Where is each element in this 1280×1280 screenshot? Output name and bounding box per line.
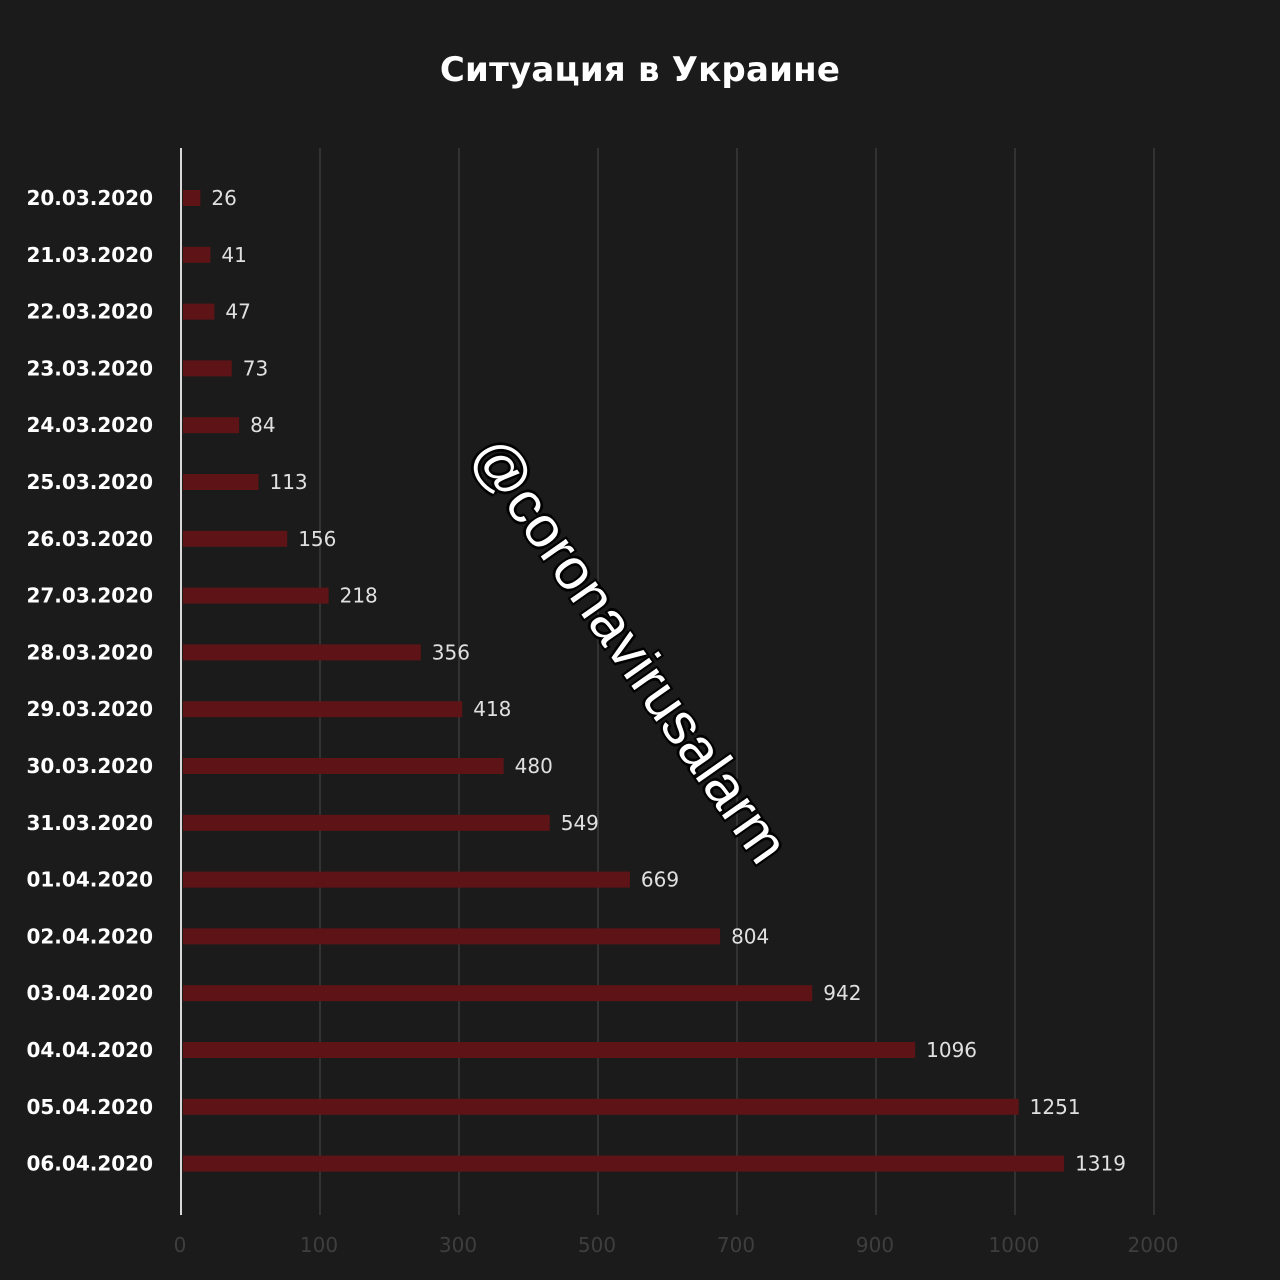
x-tick-label: 2000 xyxy=(1128,1233,1179,1257)
value-label: 73 xyxy=(243,356,268,380)
x-tick-label: 500 xyxy=(578,1233,616,1257)
bar xyxy=(183,587,329,604)
value-label: 26 xyxy=(211,186,236,210)
category-label: 23.03.2020 xyxy=(26,356,153,380)
bar xyxy=(183,928,721,945)
bar xyxy=(183,644,421,661)
value-label: 1319 xyxy=(1075,1152,1126,1176)
category-label: 27.03.2020 xyxy=(26,584,153,608)
bar xyxy=(183,417,240,434)
category-label: 02.04.2020 xyxy=(26,924,153,948)
x-tick-label: 900 xyxy=(856,1233,894,1257)
bar xyxy=(183,530,288,547)
category-label: 28.03.2020 xyxy=(26,640,153,664)
value-label: 418 xyxy=(473,697,511,721)
value-label: 804 xyxy=(731,924,769,948)
bar xyxy=(183,814,550,831)
value-label: 47 xyxy=(225,300,250,324)
value-label: 1096 xyxy=(926,1038,977,1062)
bar xyxy=(183,246,211,263)
x-axis-ticks: 0 100 300 500 700 900 1000 2000 xyxy=(174,1233,1179,1257)
labels: 20.03.2020 26 21.03.2020 41 22.03.2020 47 23.0… xyxy=(26,186,1126,1176)
category-label: 24.03.2020 xyxy=(26,413,153,437)
category-label: 30.03.2020 xyxy=(26,754,153,778)
x-tick-label: 0 xyxy=(174,1233,187,1257)
category-label: 25.03.2020 xyxy=(26,470,153,494)
bar xyxy=(183,1098,1019,1115)
value-label: 156 xyxy=(298,527,336,551)
value-label: 549 xyxy=(561,811,599,835)
bar xyxy=(183,1155,1065,1172)
value-label: 218 xyxy=(340,584,378,608)
bar xyxy=(183,474,259,490)
category-label: 05.04.2020 xyxy=(26,1095,153,1119)
bar xyxy=(183,985,813,1002)
value-label: 113 xyxy=(269,470,307,494)
bars xyxy=(183,190,1065,1172)
x-tick-label: 100 xyxy=(300,1233,338,1257)
category-label: 22.03.2020 xyxy=(26,300,153,324)
value-label: 41 xyxy=(221,243,246,267)
bar xyxy=(183,758,504,774)
category-label: 20.03.2020 xyxy=(26,186,153,210)
value-label: 480 xyxy=(515,754,553,778)
bar xyxy=(183,303,215,320)
value-label: 356 xyxy=(432,640,470,664)
category-label: 26.03.2020 xyxy=(26,527,153,551)
category-label: 06.04.2020 xyxy=(26,1152,153,1176)
category-label: 31.03.2020 xyxy=(26,811,153,835)
bar xyxy=(183,190,201,206)
category-label: 04.04.2020 xyxy=(26,1038,153,1062)
category-label: 03.04.2020 xyxy=(26,981,153,1005)
x-tick-label: 300 xyxy=(439,1233,477,1257)
chart-title: Ситуация в Украине xyxy=(439,50,841,90)
bar xyxy=(183,360,232,377)
value-label: 1251 xyxy=(1030,1095,1081,1119)
category-label: 21.03.2020 xyxy=(26,243,153,267)
x-tick-label: 1000 xyxy=(989,1233,1040,1257)
x-tick-label: 700 xyxy=(717,1233,755,1257)
value-label: 942 xyxy=(823,981,861,1005)
value-label: 84 xyxy=(250,413,275,437)
category-label: 01.04.2020 xyxy=(26,868,153,892)
bar xyxy=(183,701,463,718)
category-label: 29.03.2020 xyxy=(26,697,153,721)
grid-lines xyxy=(319,148,1155,1215)
bar xyxy=(183,1042,916,1058)
bar xyxy=(183,871,630,888)
value-label: 669 xyxy=(641,868,679,892)
